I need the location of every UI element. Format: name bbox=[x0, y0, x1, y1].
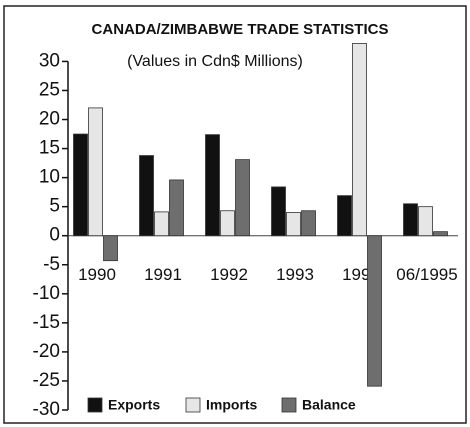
y-tick-label: 15 bbox=[39, 138, 60, 159]
bar bbox=[139, 155, 154, 237]
legend-swatch bbox=[87, 397, 103, 413]
legend-label: Exports bbox=[108, 397, 160, 413]
bar bbox=[352, 43, 367, 237]
bar bbox=[418, 206, 433, 237]
bar bbox=[88, 107, 103, 237]
bar bbox=[169, 179, 184, 237]
x-tick-label: 1990 bbox=[78, 265, 116, 284]
y-tick-label: -5 bbox=[43, 254, 60, 275]
y-tick-label: 30 bbox=[39, 50, 60, 71]
bar bbox=[367, 235, 382, 387]
bar bbox=[301, 210, 316, 237]
bar bbox=[433, 231, 448, 237]
y-tick-label: -15 bbox=[33, 312, 60, 333]
bar bbox=[286, 212, 301, 237]
y-tick-label: 10 bbox=[39, 167, 60, 188]
y-tick-label: 20 bbox=[39, 109, 60, 130]
bar bbox=[205, 134, 220, 237]
legend-label: Balance bbox=[302, 397, 356, 413]
bar bbox=[403, 203, 418, 237]
x-tick-label: 1992 bbox=[210, 265, 248, 284]
chart-subtitle: (Values in Cdn$ Millions) bbox=[127, 53, 303, 70]
bar bbox=[271, 186, 286, 237]
bar bbox=[337, 195, 352, 237]
bar bbox=[103, 235, 118, 262]
x-tick-label: 1991 bbox=[144, 265, 182, 284]
legend-label: Imports bbox=[206, 397, 258, 413]
y-tick-label: -20 bbox=[33, 341, 60, 362]
y-tick-label: 0 bbox=[49, 225, 60, 246]
bar bbox=[154, 211, 169, 237]
y-tick-label: -25 bbox=[33, 370, 60, 391]
chart-title: CANADA/ZIMBABWE TRADE STATISTICS bbox=[92, 21, 389, 38]
frame bbox=[3, 5, 467, 424]
y-tick-label: -10 bbox=[33, 283, 60, 304]
x-tick-label: 06/1995 bbox=[396, 265, 457, 284]
bar bbox=[220, 210, 235, 237]
y-tick-label: -30 bbox=[33, 399, 60, 420]
bar bbox=[73, 133, 88, 237]
y-tick-label: 25 bbox=[39, 79, 60, 100]
y-tick-label: 5 bbox=[49, 196, 60, 217]
x-tick-label: 1993 bbox=[276, 265, 314, 284]
legend-swatch bbox=[185, 397, 201, 413]
bar bbox=[235, 159, 250, 237]
legend-swatch bbox=[281, 397, 297, 413]
